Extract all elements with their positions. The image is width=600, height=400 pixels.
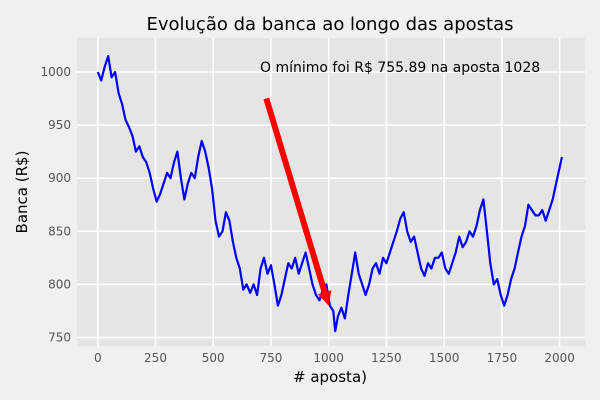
annotation-arrow — [263, 97, 332, 306]
x-tick-label: 1250 — [371, 351, 402, 365]
x-tick-label: 1750 — [487, 351, 518, 365]
x-tick-label: 750 — [260, 351, 283, 365]
grid — [77, 38, 585, 346]
y-tick-label: 800 — [48, 277, 71, 291]
x-tick-label: 1500 — [429, 351, 460, 365]
annotation-text: O mínimo foi R$ 755.89 na aposta 1028 — [260, 60, 540, 76]
x-axis-label: # aposta) — [293, 368, 367, 386]
series-line — [96, 54, 563, 333]
y-tick-label: 850 — [48, 224, 71, 238]
x-tick-label: 1000 — [313, 351, 344, 365]
annotation-arrow-head — [318, 290, 332, 306]
y-tick-label: 750 — [48, 331, 71, 345]
x-tick-label: 2000 — [544, 351, 575, 365]
y-tick-label: 900 — [48, 171, 71, 185]
y-tick-label: 950 — [48, 118, 71, 132]
series-group — [96, 54, 563, 333]
y-axis-label: Banca (R$) — [13, 151, 31, 234]
annotation-arrow-shaft — [263, 97, 328, 294]
y-tick-label: 1000 — [40, 65, 71, 79]
x-tick-label: 250 — [144, 351, 167, 365]
x-tick-label: 0 — [94, 351, 102, 365]
x-tick-label: 500 — [202, 351, 225, 365]
chart-title: Evolução da banca ao longo das apostas — [146, 14, 513, 35]
tick-labels: 0 250 500 750 1000 1250 1500 1750 2000 750 800 850 9… — [40, 65, 574, 365]
